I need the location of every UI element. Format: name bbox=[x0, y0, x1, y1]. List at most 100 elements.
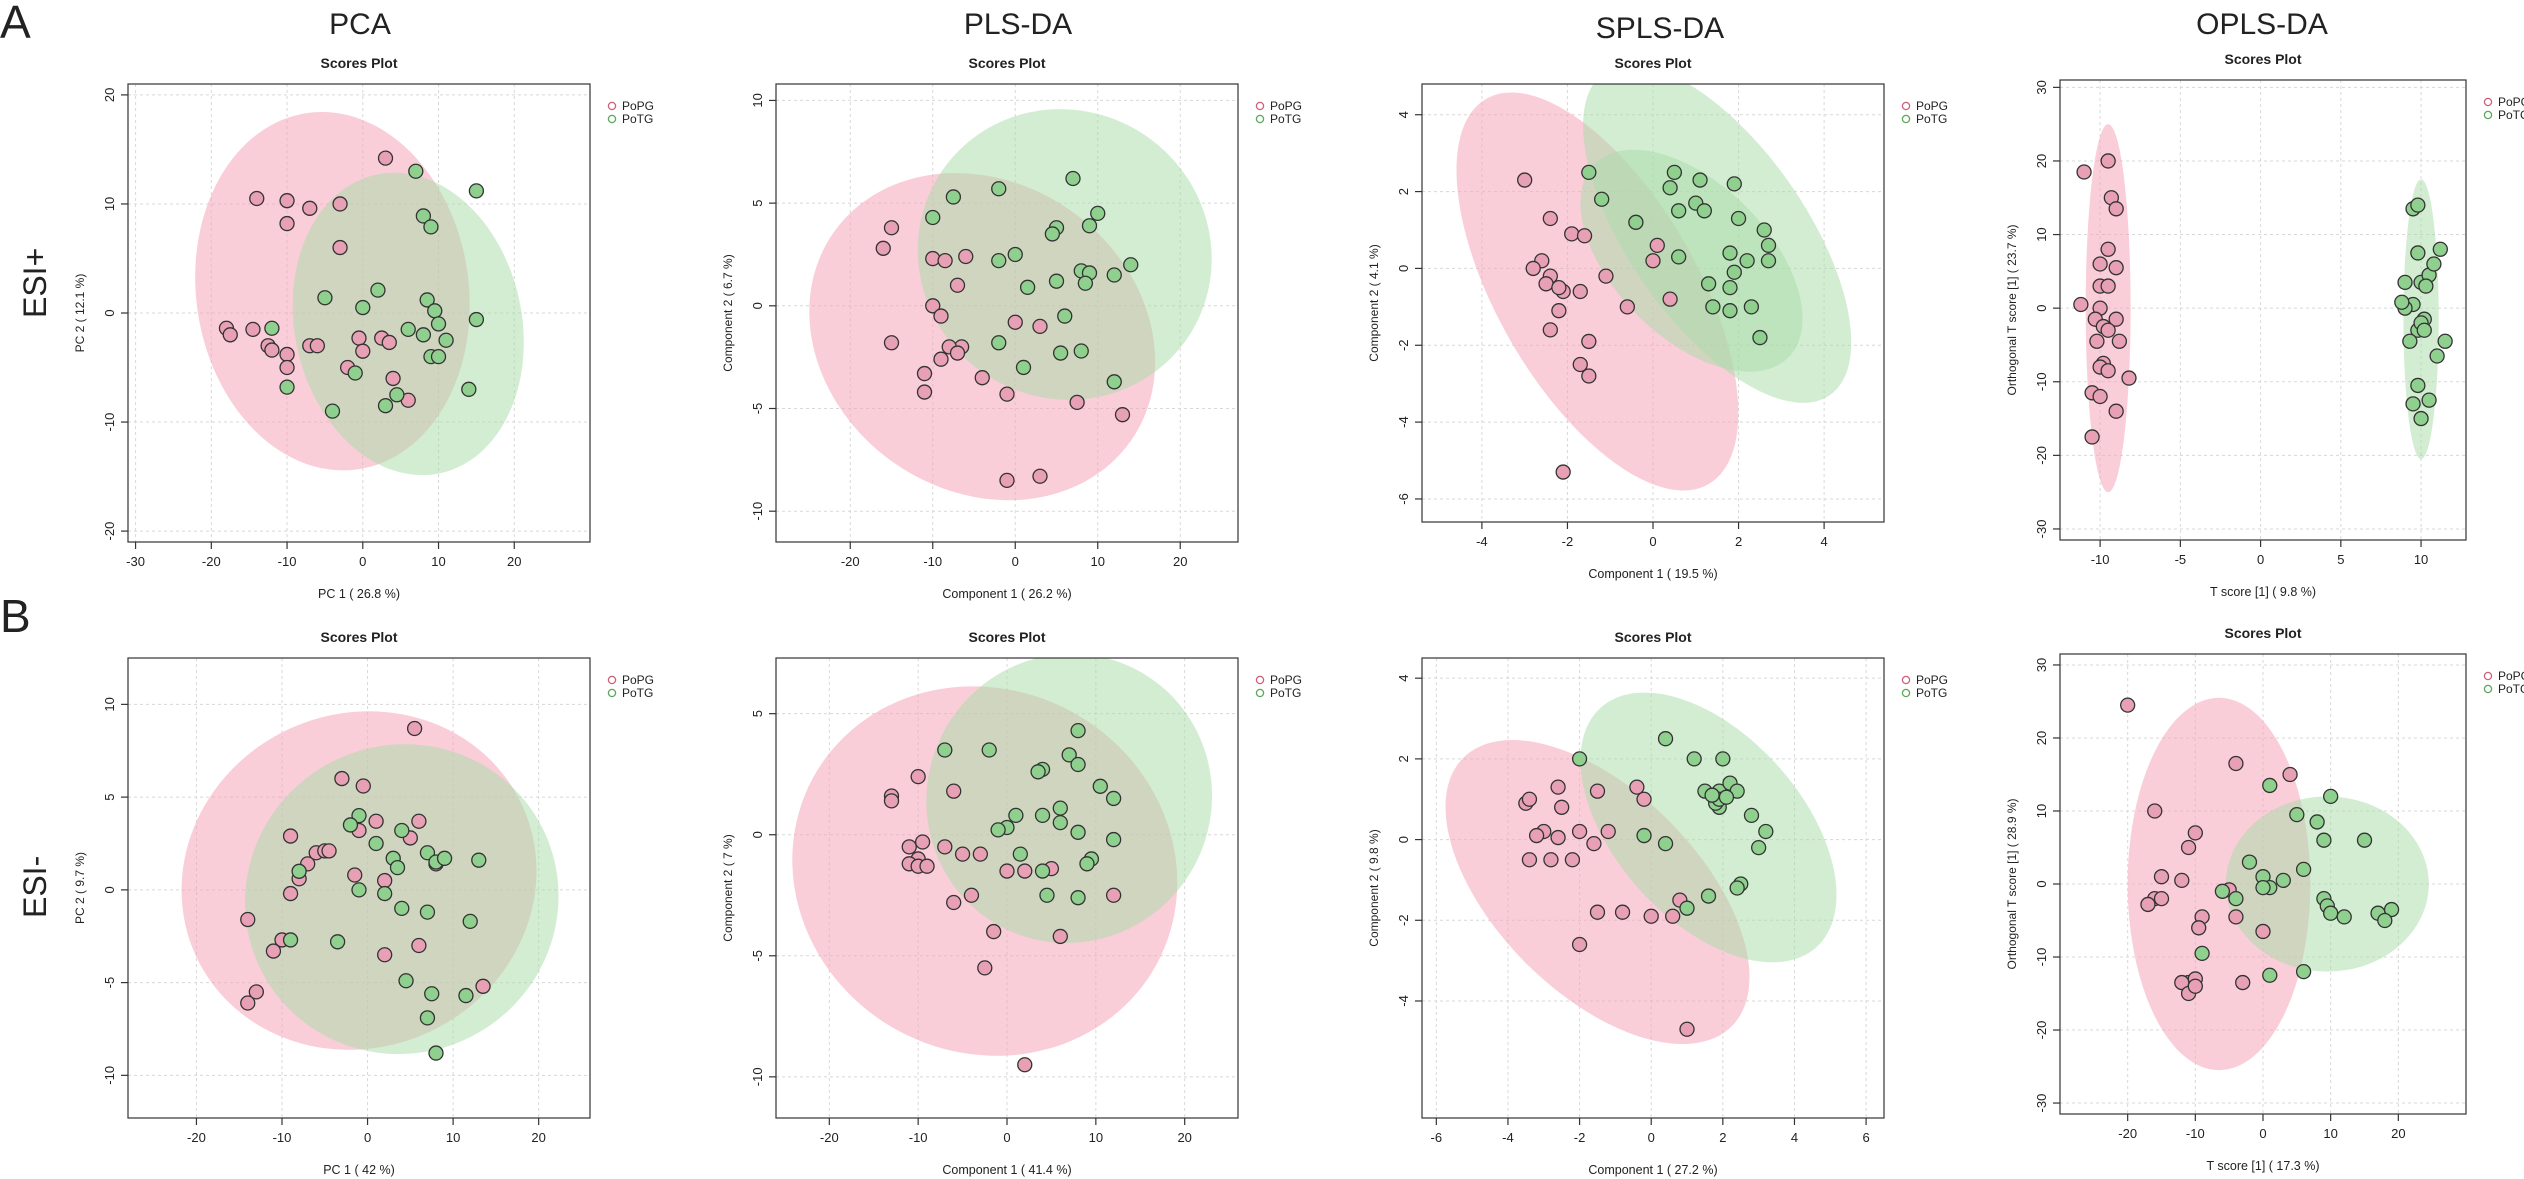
data-point-potg bbox=[990, 822, 1006, 838]
data-point-popg bbox=[883, 335, 900, 351]
confidence-ellipse-potg bbox=[1580, 149, 1803, 372]
data-point-potg bbox=[1730, 210, 1747, 227]
x-tick-label: 2 bbox=[1719, 1130, 1726, 1145]
data-point-potg bbox=[2356, 832, 2373, 848]
y-tick-label: -6 bbox=[1396, 493, 1411, 505]
data-point-popg bbox=[1032, 318, 1048, 334]
data-point-popg bbox=[249, 190, 265, 207]
data-point-popg bbox=[2108, 311, 2124, 327]
y-tick-label: 10 bbox=[102, 697, 117, 711]
data-point-popg bbox=[1551, 279, 1567, 296]
data-point-popg bbox=[1550, 829, 1566, 846]
data-point-potg bbox=[419, 1010, 436, 1026]
data-point-popg bbox=[355, 343, 371, 359]
data-point-popg bbox=[2147, 803, 2163, 819]
x-tick-label: -10 bbox=[2186, 1126, 2205, 1141]
data-point-potg bbox=[1671, 203, 1687, 219]
confidence-ellipse-potg bbox=[926, 658, 1213, 944]
data-point-potg bbox=[1039, 887, 1055, 903]
legend-marker-popg bbox=[607, 675, 617, 685]
data-point-popg bbox=[974, 370, 990, 386]
data-point-popg bbox=[309, 338, 325, 354]
data-point-potg bbox=[2432, 241, 2448, 257]
data-point-potg bbox=[991, 335, 1007, 351]
data-point-potg bbox=[1718, 789, 1735, 805]
legend-marker-potg bbox=[1901, 688, 1911, 698]
data-point-potg bbox=[1034, 863, 1051, 879]
data-point-potg bbox=[468, 183, 485, 199]
data-point-popg bbox=[949, 345, 966, 361]
y-tick-label: 2 bbox=[1396, 755, 1411, 762]
data-point-popg bbox=[355, 778, 371, 794]
data-point-potg bbox=[1752, 329, 1768, 346]
data-point-popg bbox=[925, 250, 941, 267]
x-tick-label: 2 bbox=[1735, 534, 1742, 549]
x-axis-label: PC 1 ( 26.8 %) bbox=[318, 587, 400, 601]
data-point-potg bbox=[2410, 197, 2426, 213]
data-point-potg bbox=[1052, 345, 1069, 361]
x-tick-label: 20 bbox=[1177, 1130, 1191, 1145]
data-point-potg bbox=[1636, 827, 1652, 844]
legend-label-popg: PoPG bbox=[622, 99, 654, 113]
data-point-popg bbox=[986, 923, 1002, 940]
data-point-potg bbox=[1081, 218, 1098, 234]
data-point-potg bbox=[1726, 176, 1742, 192]
data-point-popg bbox=[1521, 852, 1538, 868]
y-tick-label: -2 bbox=[1396, 914, 1411, 926]
data-point-popg bbox=[385, 370, 401, 387]
confidence-ellipse-potg bbox=[2225, 796, 2429, 972]
legend-marker-popg bbox=[1901, 101, 1911, 111]
data-point-potg bbox=[419, 292, 435, 308]
data-point-potg bbox=[2394, 294, 2410, 310]
data-point-popg bbox=[2235, 974, 2251, 991]
data-point-popg bbox=[1571, 936, 1588, 953]
data-point-potg bbox=[1015, 359, 1032, 376]
y-tick-label: 0 bbox=[1396, 265, 1411, 272]
data-point-potg bbox=[2421, 392, 2437, 408]
data-point-potg bbox=[1092, 778, 1108, 794]
data-point-popg bbox=[2089, 333, 2105, 349]
data-point-popg bbox=[1017, 863, 1033, 879]
data-point-popg bbox=[949, 277, 966, 293]
data-point-popg bbox=[332, 196, 348, 212]
data-point-potg bbox=[2383, 901, 2400, 918]
data-point-potg bbox=[1700, 276, 1717, 292]
data-point-potg bbox=[428, 1045, 444, 1061]
data-point-potg bbox=[427, 303, 443, 319]
scores-plot-5: -20 -10 0 10 20 -10 -5 0 5 10 Scores Plot PC 1 ( 42… bbox=[73, 629, 654, 1177]
plot-frame bbox=[2059, 79, 2467, 541]
data-point-popg bbox=[1525, 260, 1541, 277]
y-tick-label: -10 bbox=[2034, 948, 2049, 967]
y-axis-label: Component 2 ( 4.1 %) bbox=[1367, 244, 1381, 361]
scores-plot-1: -30 -20 -10 0 10 20 -20 -10 0 10 20 Scores Plot PC 1… bbox=[73, 55, 654, 601]
data-point-potg bbox=[1657, 731, 1674, 747]
data-point-potg bbox=[471, 852, 487, 868]
y-tick-label: 30 bbox=[2034, 80, 2049, 94]
y-tick-label: 5 bbox=[750, 200, 765, 207]
data-point-potg bbox=[1751, 839, 1767, 856]
data-point-potg bbox=[1034, 807, 1051, 824]
legend-marker-potg bbox=[2483, 684, 2493, 694]
data-point-popg bbox=[2282, 766, 2298, 783]
y-tick-label: -20 bbox=[2034, 1021, 2049, 1040]
x-tick-label: 10 bbox=[2323, 1126, 2337, 1141]
data-point-popg bbox=[1114, 407, 1131, 423]
data-point-potg bbox=[2275, 872, 2291, 888]
x-axis-label: PC 1 ( 42 %) bbox=[323, 1163, 395, 1177]
data-point-popg bbox=[1564, 226, 1580, 242]
data-point-popg bbox=[2187, 825, 2203, 841]
data-point-popg bbox=[933, 308, 949, 324]
data-point-popg bbox=[1543, 852, 1559, 868]
data-point-popg bbox=[2076, 164, 2092, 180]
data-point-popg bbox=[1069, 394, 1085, 410]
x-tick-label: 20 bbox=[2391, 1126, 2405, 1141]
confidence-ellipse-potg bbox=[245, 744, 559, 1055]
data-point-potg bbox=[1758, 823, 1774, 840]
data-point-potg bbox=[2397, 274, 2413, 291]
data-point-potg bbox=[2214, 883, 2231, 899]
x-tick-label: 0 bbox=[1649, 534, 1656, 549]
data-point-popg bbox=[1528, 827, 1545, 844]
data-point-popg bbox=[222, 327, 238, 343]
data-point-potg bbox=[355, 299, 371, 316]
